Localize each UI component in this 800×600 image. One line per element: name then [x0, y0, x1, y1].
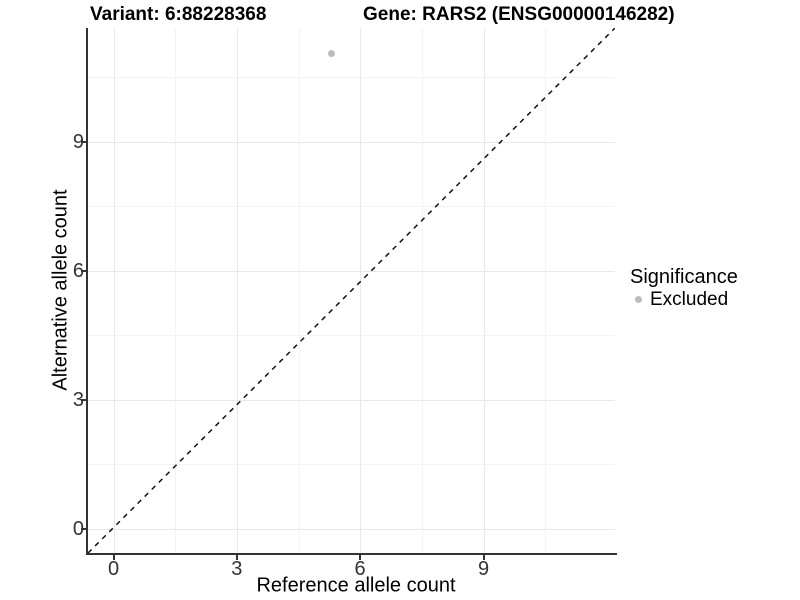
major-gridline-vertical: [360, 28, 362, 553]
x-tick-label: 6: [354, 558, 366, 580]
x-axis-tick: [359, 555, 362, 560]
y-tick-label: 3: [72, 388, 84, 411]
legend-point-icon: [635, 296, 642, 303]
major-gridline-vertical: [483, 28, 485, 553]
plot-title-variant: Variant: 6:88228368: [90, 4, 267, 25]
y-axis-line: [86, 28, 88, 555]
minor-gridline-horizontal: [88, 77, 615, 78]
x-axis-tick: [112, 555, 115, 560]
x-tick-label: 3: [231, 558, 243, 580]
legend-title: Significance: [630, 266, 738, 288]
y-axis-tick: [81, 140, 86, 143]
major-gridline-vertical: [236, 28, 238, 553]
legend-item-label: Excluded: [650, 288, 729, 310]
legend-item-excluded: Excluded: [630, 288, 738, 310]
x-tick-label: 9: [477, 558, 490, 580]
y-axis-tick: [81, 398, 86, 401]
major-gridline-horizontal: [88, 270, 615, 272]
y-tick-label: 6: [72, 259, 84, 282]
x-tick-label: 0: [107, 558, 120, 580]
y-axis-tick: [81, 527, 86, 530]
legend: Significance Excluded: [630, 266, 738, 310]
minor-gridline-vertical: [421, 28, 423, 553]
x-axis-line: [86, 553, 617, 555]
minor-gridline-horizontal: [88, 206, 615, 207]
minor-gridline-vertical: [545, 28, 547, 553]
minor-gridline-horizontal: [88, 464, 615, 465]
major-gridline-horizontal: [88, 141, 615, 143]
minor-gridline-vertical: [298, 28, 300, 553]
minor-gridline-horizontal: [88, 335, 615, 336]
data-point: [327, 49, 335, 57]
y-axis-tick: [81, 269, 86, 272]
plot-area: 0 3 6 9 0 3 6 9: [73, 28, 617, 580]
x-axis-title: Reference allele count: [256, 574, 456, 597]
y-tick-label: 0: [72, 517, 84, 540]
y-tick-label: 9: [72, 130, 84, 153]
identity-line: [88, 28, 615, 553]
major-gridline-horizontal: [88, 528, 615, 530]
major-gridline-vertical: [113, 28, 115, 553]
plot-title-gene: Gene: RARS2 (ENSG00000146282): [363, 4, 675, 25]
x-axis-tick: [235, 555, 238, 560]
x-axis-tick: [482, 555, 485, 560]
minor-gridline-vertical: [175, 28, 177, 553]
y-axis-title: Alternative allele count: [49, 189, 72, 391]
major-gridline-horizontal: [88, 399, 615, 401]
plot-panel: [88, 28, 615, 553]
